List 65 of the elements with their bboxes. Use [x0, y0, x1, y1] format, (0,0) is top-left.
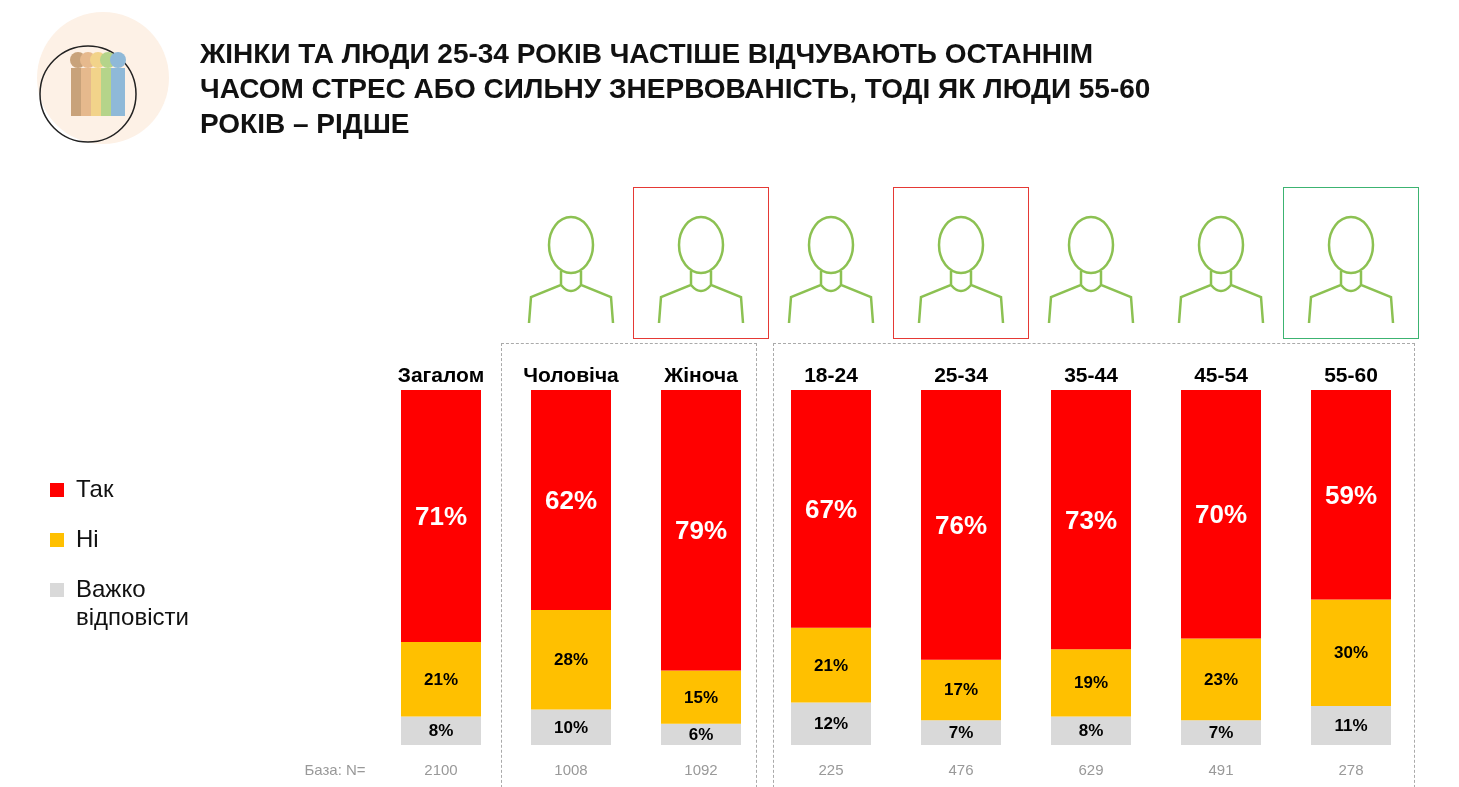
bar: [1051, 649, 1131, 717]
text: 629: [1077, 761, 1105, 778]
text: 2100: [423, 761, 459, 778]
data-label: 76%: [934, 509, 988, 540]
data-label: 10%: [553, 717, 589, 737]
x-tick-label: Загалом: [397, 363, 485, 386]
data-label: 28%: [553, 650, 589, 670]
bar: [1311, 705, 1391, 745]
bar: [1181, 638, 1261, 721]
x-tick-label: 35-44: [1064, 363, 1119, 386]
data-label: 73%: [1064, 504, 1118, 535]
data-label: 30%: [1333, 643, 1369, 663]
text: 225: [817, 761, 845, 778]
bar: [531, 610, 611, 710]
bar: [921, 390, 1001, 660]
x-tick-label: 55-60: [1324, 363, 1378, 386]
data-label: 7%: [948, 723, 974, 743]
bar: [661, 670, 741, 724]
data-label: 21%: [813, 655, 849, 675]
text: 1008: [553, 761, 589, 778]
data-label: 8%: [1078, 721, 1104, 741]
bar: [1311, 599, 1391, 706]
data-label: 23%: [1203, 669, 1239, 689]
text: 278: [1337, 761, 1365, 778]
data-label: 67%: [804, 493, 858, 524]
data-label: 8%: [428, 721, 454, 741]
data-label: 12%: [813, 714, 849, 734]
data-label: 70%: [1194, 499, 1248, 530]
x-tick-label: Чоловіча: [523, 363, 620, 386]
bar: [921, 659, 1001, 721]
x-tick-label: 18-24: [804, 363, 859, 386]
data-label: 19%: [1073, 673, 1109, 693]
data-label: 79%: [674, 515, 728, 546]
text: База: N=: [303, 761, 367, 778]
bar: [661, 390, 741, 671]
text: 491: [1207, 761, 1235, 778]
data-label: 6%: [688, 724, 714, 744]
bar: [921, 720, 1001, 745]
data-label: 15%: [683, 687, 719, 707]
data-label: 7%: [1208, 723, 1234, 743]
text: 476: [947, 761, 975, 778]
bar: [1181, 720, 1261, 745]
legend-label: Важко відповісти: [76, 575, 190, 631]
bar: [791, 702, 871, 745]
bar: [1311, 390, 1391, 600]
bar: [791, 390, 871, 628]
legend-label: Так: [76, 475, 114, 503]
data-label: 62%: [544, 485, 598, 516]
data-label: 21%: [423, 669, 459, 689]
text: 1092: [683, 761, 719, 778]
x-tick-label: 25-34: [934, 363, 989, 386]
chart-title: ЖІНКИ ТА ЛЮДИ 25-34 РОКІВ ЧАСТІШЕ ВІДЧУВАЮТЬ ОСТАННІМ ЧАСОМ СТРЕС АБО СИЛЬНУ ЗНЕРВОВАНІСТЬ, ТОДІ ЯК ЛЮДИ 55-60 РОКІВ – РІДШЕ: [200, 37, 1152, 141]
data-label: 59%: [1324, 479, 1378, 510]
bar: [401, 642, 481, 717]
bar: [1181, 390, 1261, 639]
data-label: 71%: [414, 501, 468, 532]
data-label: 17%: [943, 680, 979, 700]
x-tick-label: 45-54: [1194, 363, 1249, 386]
legend-label: Ні: [76, 525, 99, 553]
bar: [791, 627, 871, 703]
x-tick-label: Жіноча: [663, 363, 739, 386]
bar: [531, 390, 611, 611]
bar: [401, 390, 481, 643]
data-label: 11%: [1334, 715, 1368, 735]
bar: [1051, 390, 1131, 650]
